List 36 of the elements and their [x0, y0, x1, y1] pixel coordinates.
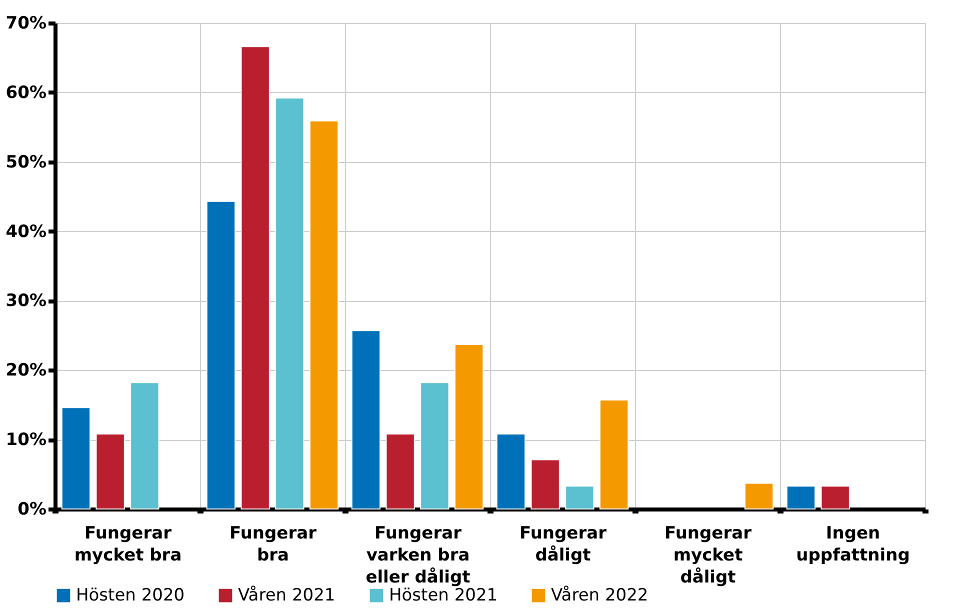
bar [454, 344, 484, 510]
bar [420, 382, 450, 510]
x-tick-label: Fungerar mycket bra [74, 524, 182, 566]
bar [786, 486, 816, 510]
bar [599, 399, 629, 510]
x-tick-label: Fungerar mycket dåligt [664, 524, 752, 588]
bar [496, 434, 526, 510]
y-tick-label: 60% [6, 82, 46, 103]
y-tick-label: 40% [6, 222, 46, 242]
legend-label: Hösten 2021 [389, 586, 498, 606]
bar [240, 46, 270, 510]
y-tick-label: 10% [6, 430, 46, 450]
y-tick-label: 30% [6, 291, 46, 312]
bar [206, 200, 236, 510]
x-tick-label: Ingen uppfattning [796, 524, 910, 566]
bar [61, 407, 91, 510]
bar [530, 459, 560, 510]
bar [820, 486, 850, 510]
y-tick-label: 50% [6, 152, 46, 172]
legend-label: Hösten 2020 [76, 586, 185, 606]
y-tick-label: 70% [6, 14, 46, 34]
x-tick-label: Fungerar varken bra eller dåligt [366, 524, 470, 588]
bar [130, 382, 160, 510]
bar [565, 486, 594, 510]
x-tick-label: Fungerar dåligt [520, 524, 608, 566]
legend-label: Våren 2022 [551, 586, 648, 606]
bar [309, 120, 339, 510]
x-tick-label: Fungerar bra [230, 524, 318, 566]
bar [351, 330, 381, 510]
bar [96, 434, 125, 510]
bar [386, 434, 415, 510]
bar [275, 97, 304, 510]
y-tick-label: 20% [6, 360, 46, 381]
bar [744, 482, 774, 510]
y-tick-label: 0% [18, 500, 46, 520]
legend-label: Våren 2021 [238, 586, 336, 606]
